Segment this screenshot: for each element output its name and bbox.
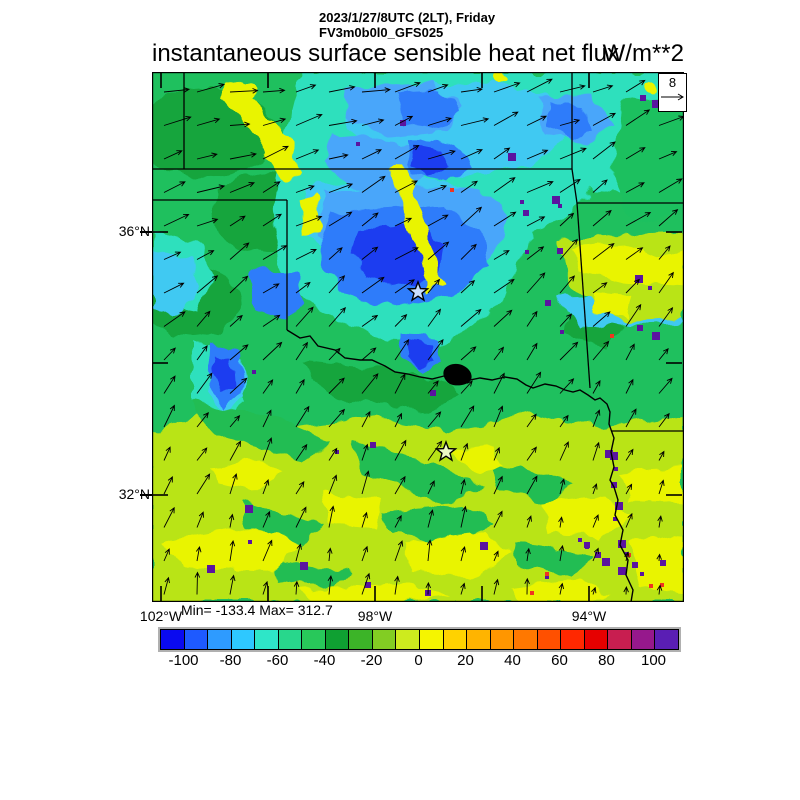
colorbar-cell — [655, 630, 679, 649]
colorbar-label: -40 — [313, 652, 336, 669]
lat-label: 32°N — [118, 486, 150, 502]
lon-label: 102°W — [139, 608, 183, 624]
axis-ticks — [152, 72, 682, 602]
colorbar-cell — [537, 630, 562, 649]
colorbar-cell — [608, 630, 632, 649]
wind-reference-arrow — [661, 93, 684, 101]
colorbar-cell — [443, 630, 468, 649]
state-borders — [152, 72, 684, 432]
colorbar-cell — [184, 630, 209, 649]
star-marker — [406, 280, 430, 302]
wind-arrows — [163, 78, 685, 595]
lon-label: 94°W — [571, 608, 607, 624]
colorbar-cell — [325, 630, 350, 649]
colorbar-label: -20 — [360, 652, 383, 669]
colorbar-cell — [349, 630, 373, 649]
red-river — [286, 329, 634, 603]
colorbar-label: -100 — [168, 652, 199, 669]
colorbar-cell — [467, 630, 491, 649]
min-max-stats: Min= -133.4 Max= 312.7 — [181, 602, 333, 618]
flux-color-field — [137, 70, 684, 602]
heatflux-map — [137, 70, 685, 603]
colorbar-label: 20 — [457, 652, 474, 669]
colorbar-frame — [158, 627, 681, 652]
colorbar-cell — [396, 630, 421, 649]
date-line: 2023/1/27/8UTC (2LT), Friday — [319, 10, 496, 25]
star-marker — [434, 440, 458, 462]
page-title: instantaneous surface sensible heat net … — [152, 40, 619, 67]
map-border — [151, 71, 685, 603]
colorbar-label: 60 — [551, 652, 568, 669]
map-plot-area — [137, 70, 685, 603]
lon-label: 98°W — [357, 608, 393, 624]
colorbar-label: -80 — [219, 652, 242, 669]
colorbar-cell — [514, 630, 538, 649]
colorbar-cell — [302, 630, 326, 649]
colorbar-label: 40 — [504, 652, 521, 669]
units-label: W/m**2 — [602, 40, 684, 67]
extreme-value-specks — [207, 95, 666, 596]
colorbar-cell — [161, 630, 185, 649]
lat-label: 36°N — [118, 223, 150, 239]
colorbar-cell — [561, 630, 585, 649]
colorbar-cell — [372, 630, 397, 649]
colorbar-cell — [420, 630, 444, 649]
colorbar-label: 100 — [640, 652, 667, 669]
wind-reference-box: 8 — [658, 73, 687, 112]
lat-tick-outside — [140, 231, 152, 233]
star-markers — [406, 280, 458, 462]
wind-reference-value: 8 — [668, 75, 677, 90]
lake-texoma — [443, 363, 472, 386]
colorbar-label: 0 — [414, 652, 423, 669]
colorbar-cell — [278, 630, 303, 649]
model-line: FV3m0b0l0_GFS025 — [319, 25, 444, 40]
colorbar — [160, 629, 679, 650]
colorbar-label: 80 — [598, 652, 615, 669]
lat-tick-outside — [140, 494, 152, 496]
colorbar-cell — [584, 630, 609, 649]
colorbar-cell — [208, 630, 232, 649]
colorbar-cell — [231, 630, 256, 649]
colorbar-label: -60 — [266, 652, 289, 669]
colorbar-cell — [631, 630, 656, 649]
colorbar-cell — [255, 630, 279, 649]
colorbar-cell — [490, 630, 515, 649]
